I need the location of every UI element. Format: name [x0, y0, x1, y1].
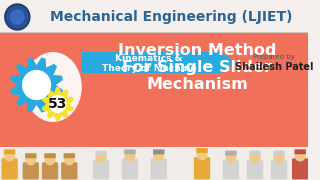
FancyBboxPatch shape — [153, 149, 164, 154]
Circle shape — [45, 155, 55, 165]
Circle shape — [11, 10, 24, 24]
Circle shape — [64, 155, 74, 165]
FancyBboxPatch shape — [151, 158, 167, 179]
Polygon shape — [10, 57, 63, 112]
FancyBboxPatch shape — [63, 153, 75, 158]
Polygon shape — [82, 52, 236, 73]
Circle shape — [50, 96, 66, 112]
Circle shape — [125, 151, 135, 161]
FancyBboxPatch shape — [196, 148, 208, 153]
FancyBboxPatch shape — [0, 147, 308, 180]
FancyBboxPatch shape — [2, 158, 18, 179]
Circle shape — [197, 150, 207, 159]
FancyBboxPatch shape — [249, 151, 261, 156]
Circle shape — [295, 151, 305, 161]
FancyBboxPatch shape — [294, 149, 306, 154]
Polygon shape — [42, 87, 74, 121]
FancyBboxPatch shape — [247, 160, 263, 179]
Circle shape — [96, 152, 106, 162]
Text: Mechanism: Mechanism — [146, 76, 248, 91]
FancyBboxPatch shape — [273, 151, 285, 156]
FancyBboxPatch shape — [122, 158, 138, 179]
Text: Kinematics &: Kinematics & — [116, 53, 183, 62]
FancyBboxPatch shape — [223, 160, 239, 179]
Text: Lec: Lec — [28, 76, 45, 86]
Text: For Single Slider: For Single Slider — [122, 60, 272, 75]
Circle shape — [226, 152, 236, 162]
FancyBboxPatch shape — [61, 162, 77, 179]
Circle shape — [274, 152, 284, 162]
Circle shape — [154, 151, 164, 161]
FancyBboxPatch shape — [93, 160, 109, 179]
FancyBboxPatch shape — [225, 151, 237, 156]
FancyBboxPatch shape — [44, 153, 56, 158]
Circle shape — [7, 6, 28, 28]
Text: Inversion Method: Inversion Method — [118, 42, 276, 57]
FancyBboxPatch shape — [95, 151, 107, 156]
Circle shape — [5, 4, 30, 30]
FancyBboxPatch shape — [271, 160, 287, 179]
FancyBboxPatch shape — [292, 158, 308, 179]
Circle shape — [26, 155, 36, 165]
Text: Mechanical Engineering (LJIET): Mechanical Engineering (LJIET) — [50, 10, 292, 24]
FancyBboxPatch shape — [23, 162, 39, 179]
Text: Theory of Machine: Theory of Machine — [102, 64, 196, 73]
FancyBboxPatch shape — [194, 157, 210, 179]
FancyBboxPatch shape — [25, 153, 36, 158]
Circle shape — [5, 151, 14, 161]
Text: Shailesh Patel: Shailesh Patel — [235, 62, 314, 72]
FancyBboxPatch shape — [124, 149, 136, 154]
Circle shape — [250, 152, 260, 162]
FancyBboxPatch shape — [0, 32, 308, 147]
FancyBboxPatch shape — [42, 162, 58, 179]
FancyBboxPatch shape — [4, 149, 15, 154]
Circle shape — [23, 71, 51, 99]
Ellipse shape — [24, 52, 82, 122]
FancyBboxPatch shape — [0, 0, 308, 32]
Text: 53: 53 — [48, 97, 68, 111]
Text: Prepared by: Prepared by — [253, 54, 295, 60]
